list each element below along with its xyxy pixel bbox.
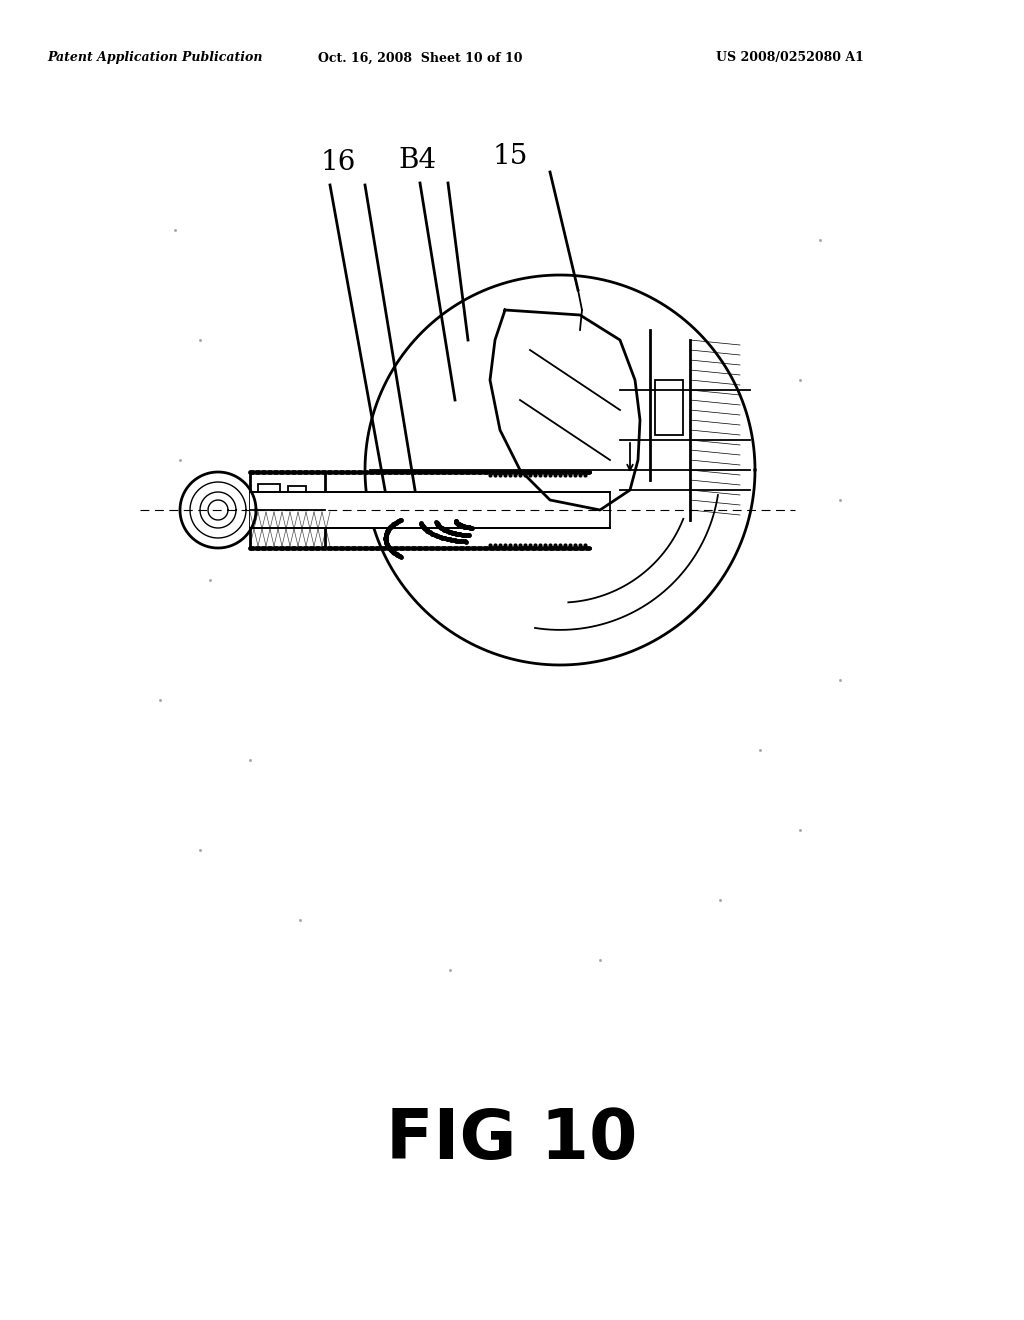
Text: FIG 10: FIG 10 — [386, 1106, 638, 1173]
Bar — [250, 473, 325, 548]
Text: B4: B4 — [399, 147, 437, 173]
Text: Patent Application Publication: Patent Application Publication — [47, 51, 263, 65]
Bar — [250, 492, 609, 527]
Bar — [258, 484, 280, 513]
Text: 16: 16 — [321, 149, 355, 176]
Text: US 2008/0252080 A1: US 2008/0252080 A1 — [716, 51, 864, 65]
Text: Oct. 16, 2008  Sheet 10 of 10: Oct. 16, 2008 Sheet 10 of 10 — [317, 51, 522, 65]
Bar — [288, 486, 306, 512]
Bar — [655, 380, 683, 436]
Text: 15: 15 — [493, 144, 527, 170]
